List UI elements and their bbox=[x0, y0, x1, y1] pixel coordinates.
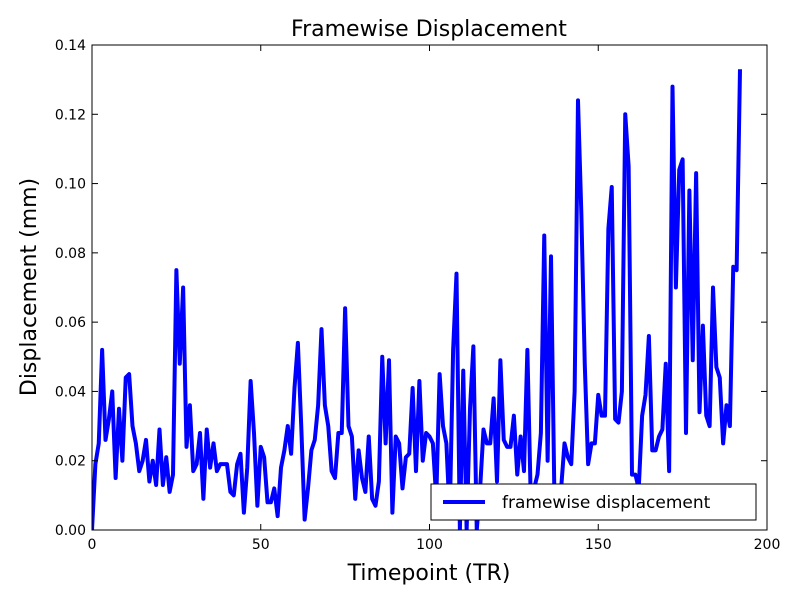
chart-title: Framewise Displacement bbox=[291, 17, 567, 42]
x-tick-label: 0 bbox=[88, 537, 97, 553]
x-tick-label: 100 bbox=[416, 537, 443, 553]
y-tick-label: 0.04 bbox=[55, 384, 86, 400]
series-group bbox=[92, 69, 742, 530]
x-tick-label: 150 bbox=[585, 537, 612, 553]
y-axis-label: Displacement (mm) bbox=[17, 178, 42, 396]
y-tick-label: 0.12 bbox=[55, 107, 86, 123]
series-line bbox=[92, 69, 742, 530]
y-tick-label: 0.00 bbox=[55, 523, 86, 539]
y-tick-label: 0.02 bbox=[55, 454, 86, 470]
legend-label: framewise displacement bbox=[502, 493, 711, 513]
y-axis: 0.00 0.02 0.04 0.06 0.08 0.10 0.12 0.14 bbox=[55, 38, 767, 539]
plot-area bbox=[92, 69, 742, 530]
legend-box bbox=[430, 483, 757, 521]
y-tick-label: 0.06 bbox=[55, 315, 86, 331]
y-tick-label: 0.08 bbox=[55, 246, 86, 262]
x-axis: 0 50 100 150 200 bbox=[88, 45, 781, 553]
y-tick-label: 0.10 bbox=[55, 177, 86, 193]
x-tick-label: 200 bbox=[754, 537, 781, 553]
y-tick-label: 0.14 bbox=[55, 38, 86, 54]
x-axis-label: Timepoint (TR) bbox=[347, 561, 511, 586]
x-tick-label: 50 bbox=[252, 537, 270, 553]
legend: framewise displacement bbox=[430, 483, 757, 521]
